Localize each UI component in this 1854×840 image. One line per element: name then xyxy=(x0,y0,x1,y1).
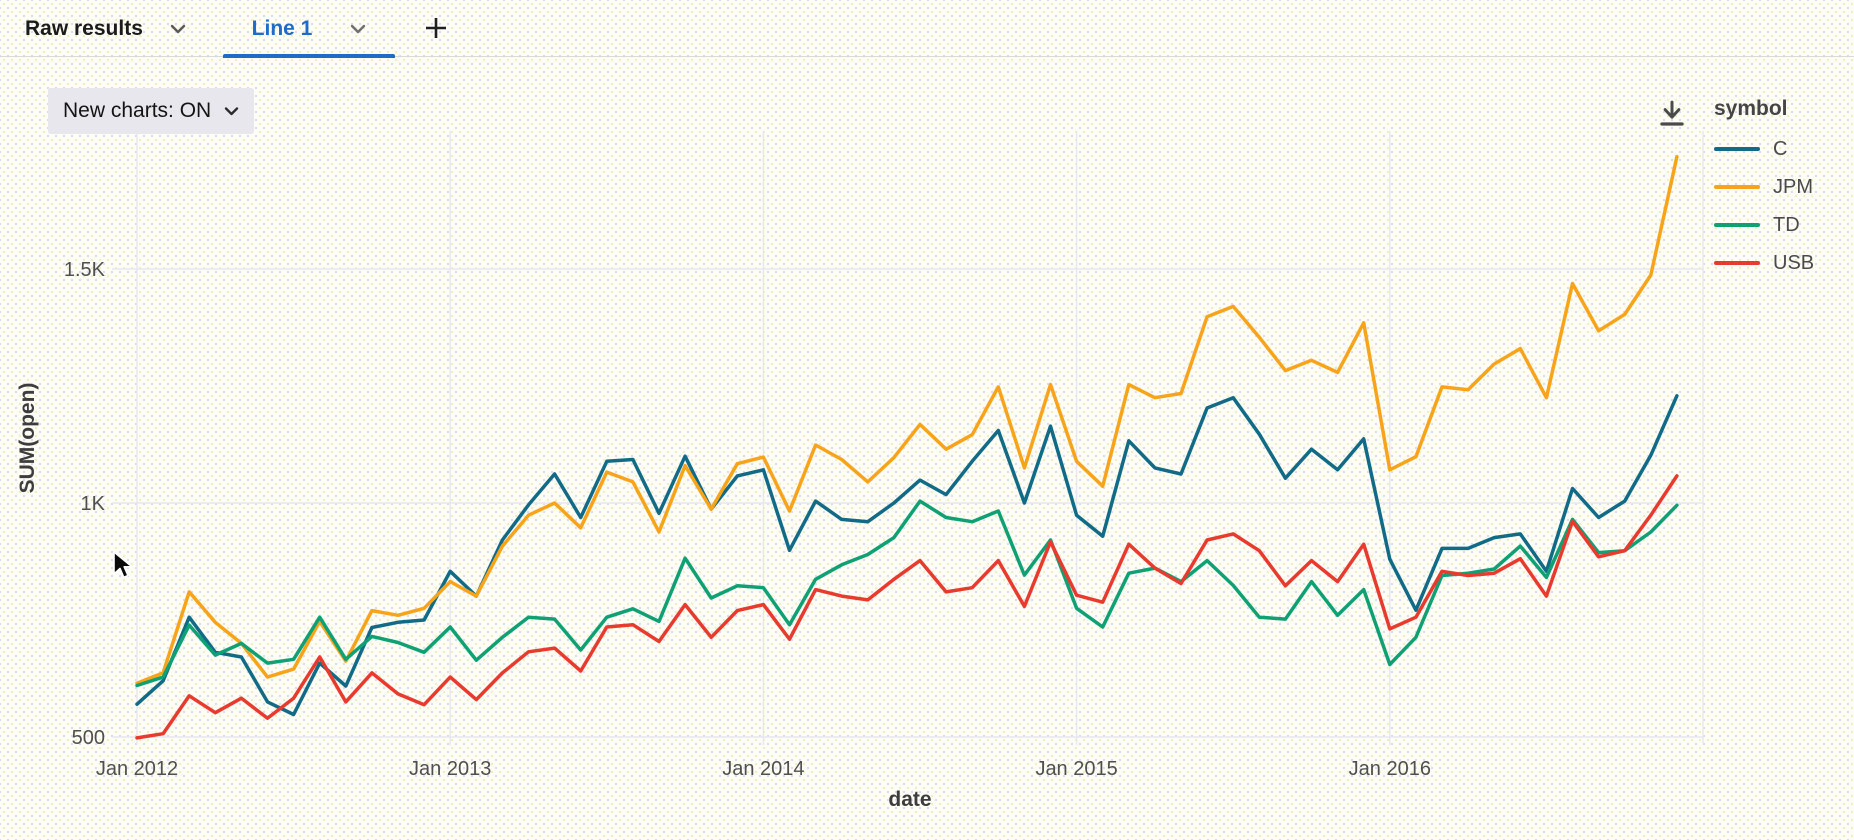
x-tick-label: Jan 2014 xyxy=(722,758,804,780)
legend-label: TD xyxy=(1773,213,1800,236)
y-tick-label: 1.5K xyxy=(64,259,106,281)
line-chart[interactable]: 500 1K 1.5K Jan 2012 Jan 2013 Jan 2014 Jan 201… xyxy=(0,58,1854,840)
legend-swatch-USB xyxy=(1714,261,1760,265)
legend-item-C[interactable]: C xyxy=(1714,130,1854,168)
download-chart-button[interactable] xyxy=(1652,94,1692,134)
plus-icon xyxy=(426,18,446,38)
x-tick-label: Jan 2013 xyxy=(409,758,491,780)
legend-label: C xyxy=(1773,137,1788,160)
series-line-USB xyxy=(135,474,1679,740)
y-tick-label: 1K xyxy=(81,493,106,515)
series-line-C xyxy=(135,394,1679,717)
legend-swatch-TD xyxy=(1714,223,1760,227)
y-tick-label: 500 xyxy=(72,727,105,749)
legend-item-JPM[interactable]: JPM xyxy=(1714,168,1854,206)
x-axis-title: date xyxy=(888,788,931,811)
x-tick-label: Jan 2016 xyxy=(1349,758,1431,780)
legend-label: USB xyxy=(1773,251,1815,274)
new-charts-toggle[interactable]: New charts: ON xyxy=(48,88,255,134)
tab-raw-results[interactable]: Raw results xyxy=(25,0,186,57)
tab-line-1[interactable]: Line 1 xyxy=(223,0,395,58)
series-line-JPM xyxy=(135,154,1679,685)
legend-swatch-JPM xyxy=(1714,185,1760,189)
legend-swatch-C xyxy=(1714,147,1760,151)
tab-raw-results-label: Raw results xyxy=(25,16,143,40)
new-charts-label: New charts: ON xyxy=(63,99,212,122)
x-tick-label: Jan 2012 xyxy=(96,758,178,780)
legend-title: symbol xyxy=(1714,97,1788,120)
tab-bar: Raw results Line 1 xyxy=(0,0,1854,58)
legend-label: JPM xyxy=(1773,175,1813,198)
chevron-down-icon xyxy=(225,106,239,115)
x-tick-label: Jan 2015 xyxy=(1035,758,1117,780)
series-line-TD xyxy=(135,499,1679,688)
legend-item-TD[interactable]: TD xyxy=(1714,206,1854,244)
legend-items: C JPM TD USB xyxy=(1714,130,1854,282)
y-axis-title: SUM(open) xyxy=(16,383,39,494)
download-icon xyxy=(1660,100,1684,126)
tab-line-1-label: Line 1 xyxy=(251,16,313,40)
legend-item-USB[interactable]: USB xyxy=(1714,244,1854,282)
chart-legend: symbol C JPM TD USB xyxy=(1714,97,1854,282)
chevron-down-icon xyxy=(170,24,186,33)
add-tab-button[interactable] xyxy=(419,11,453,45)
chevron-down-icon xyxy=(351,24,366,33)
